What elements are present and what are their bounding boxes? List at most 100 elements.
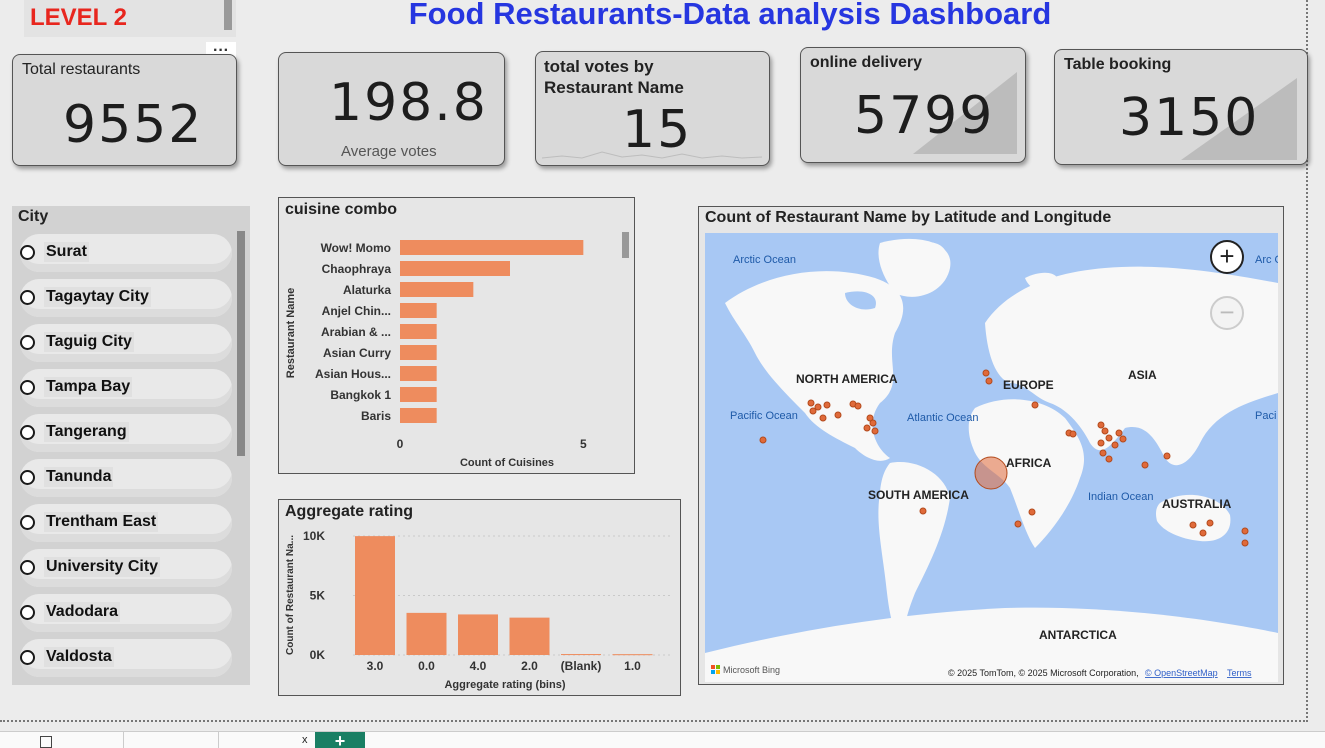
cuisine-combo-chart[interactable]: cuisine combo Wow! Momo Chaophraya Alaturk…	[278, 197, 635, 474]
x-tick-label: 0	[397, 437, 404, 451]
cuisine-bar[interactable]	[400, 261, 510, 276]
y-tick-label: 0K	[310, 648, 326, 662]
kpi-label: Table booking	[1064, 56, 1172, 73]
atlantic-ocean-label: Atlantic Ocean	[907, 412, 979, 424]
rating-bar[interactable]	[458, 614, 498, 655]
radio-icon[interactable]	[20, 469, 35, 485]
kpi-value: 15	[622, 100, 693, 160]
radio-icon[interactable]	[20, 649, 35, 665]
category-label: (Blank)	[561, 659, 602, 673]
close-icon[interactable]: x	[302, 734, 308, 746]
cuisine-bar[interactable]	[400, 408, 437, 423]
city-option[interactable]: Vadodara	[16, 592, 232, 632]
pacific-ocean-label: Pacific Ocean	[730, 410, 798, 422]
city-option[interactable]: Surat	[16, 232, 232, 272]
city-option[interactable]: Tanunda	[16, 457, 232, 497]
cuisine-bar[interactable]	[400, 345, 437, 360]
radio-icon[interactable]	[20, 289, 35, 305]
city-option[interactable]: Tagaytay City	[16, 277, 232, 317]
kpi-label: total votes by Restaurant Name	[544, 57, 684, 97]
terms-link[interactable]: Terms	[1227, 668, 1252, 678]
asia-label: ASIA	[1128, 368, 1157, 382]
city-option-label: Tampa Bay	[44, 377, 133, 397]
map-title: Count of Restaurant Name by Latitude and…	[705, 209, 1112, 226]
europe-label: EUROPE	[1003, 378, 1054, 392]
decorative-triangle	[1181, 78, 1297, 160]
kpi-table-booking[interactable]: Table booking 3150	[1054, 49, 1308, 165]
radio-icon[interactable]	[20, 604, 35, 620]
category-label: Arabian & ...	[321, 325, 391, 339]
kpi-total-votes[interactable]: total votes by Restaurant Name 15	[535, 51, 770, 166]
kpi-value: 3150	[1119, 88, 1260, 148]
map-visual[interactable]: Count of Restaurant Name by Latitude and…	[698, 206, 1284, 685]
y-axis-label: Restaurant Name	[285, 288, 297, 378]
africa-label: AFRICA	[1006, 456, 1052, 470]
category-label: Asian Hous...	[315, 367, 391, 381]
kpi-average-votes[interactable]: 198.8 Average votes	[278, 52, 505, 166]
city-option-label: Tangerang	[44, 422, 129, 442]
decorative-triangle	[913, 72, 1017, 154]
x-tick-label: 5	[580, 437, 587, 451]
chart-title: cuisine combo	[285, 201, 398, 218]
city-option-label: Tagaytay City	[44, 287, 151, 307]
page-tabs-bar: x +	[0, 731, 1325, 748]
zoom-in-button[interactable]: +	[1210, 240, 1244, 274]
radio-icon[interactable]	[20, 244, 35, 260]
city-option[interactable]: Tangerang	[16, 412, 232, 452]
radio-icon[interactable]	[20, 424, 35, 440]
radio-icon[interactable]	[20, 379, 35, 395]
rating-chart-plot: 0K 5K 10K 3.0 0.0 4.0 2.0 (Blank) 1.0 Aggregate r…	[285, 529, 671, 691]
city-option[interactable]: Trentham East	[16, 502, 232, 542]
kpi-label: online delivery	[810, 54, 923, 71]
aggregate-rating-chart[interactable]: Aggregate rating 0K 5K 10K 3.0 0.0 4.0 2.0 (Bla…	[278, 499, 681, 696]
rating-bar[interactable]	[612, 654, 653, 656]
page-icon[interactable]	[40, 736, 52, 748]
city-option[interactable]: Tampa Bay	[16, 367, 232, 407]
radio-icon[interactable]	[20, 559, 35, 575]
rating-bar[interactable]	[355, 536, 395, 655]
kpi-label: Total restaurants	[22, 61, 141, 78]
rating-bar[interactable]	[509, 617, 550, 655]
city-option-label: Surat	[44, 242, 89, 262]
chart-scrollbar[interactable]	[622, 232, 629, 258]
zoom-out-button[interactable]: −	[1210, 296, 1244, 330]
cuisine-bar[interactable]	[400, 282, 474, 297]
indian-ocean-label: Indian Ocean	[1088, 491, 1153, 503]
city-slicer-scrollbar[interactable]	[237, 231, 245, 456]
category-label: 3.0	[367, 659, 384, 673]
city-option[interactable]: Valdosta	[16, 637, 232, 677]
category-label: 4.0	[470, 659, 487, 673]
kpi-online-delivery[interactable]: online delivery 5799	[800, 47, 1026, 163]
sparkline	[542, 151, 762, 159]
cuisine-bar[interactable]	[400, 324, 437, 339]
cuisine-bar[interactable]	[400, 240, 584, 255]
x-axis-label: Aggregate rating (bins)	[444, 679, 565, 691]
city-option-label: Tanunda	[44, 467, 114, 487]
pacific-ocean-right-label: Paci Oce	[1255, 410, 1278, 422]
category-label: Baris	[361, 409, 391, 423]
radio-icon[interactable]	[20, 334, 35, 350]
category-label: 2.0	[521, 659, 538, 673]
level-scrollbar[interactable]	[224, 0, 232, 30]
cuisine-bar[interactable]	[400, 387, 437, 402]
dashboard-title: Food Restaurants-Data analysis Dashboard	[408, 0, 1052, 31]
city-option[interactable]: Taguig City	[16, 322, 232, 362]
category-label: Chaophraya	[322, 262, 392, 276]
category-label: Alaturka	[343, 283, 391, 297]
rating-bar[interactable]	[561, 654, 601, 656]
x-axis-label: Count of Cuisines	[460, 457, 554, 469]
cuisine-bar[interactable]	[400, 366, 437, 381]
y-tick-label: 5K	[310, 589, 326, 603]
osm-link[interactable]: © OpenStreetMap	[1145, 668, 1218, 678]
kpi-value: 198.8	[329, 73, 488, 133]
level-label: LEVEL 2	[24, 0, 236, 37]
kpi-total-restaurants[interactable]: Total restaurants 9552	[12, 54, 237, 166]
world-map[interactable]: Arctic Ocean Arc Oce Pacific Ocean Paci …	[705, 233, 1278, 682]
category-label: Anjel Chin...	[322, 304, 391, 318]
cuisine-bar[interactable]	[400, 303, 437, 318]
add-page-button[interactable]: +	[315, 732, 365, 748]
rating-bar[interactable]	[406, 612, 447, 655]
city-option[interactable]: University City	[16, 547, 232, 587]
radio-icon[interactable]	[20, 514, 35, 530]
map-copyright: © 2025 TomTom, © 2025 Microsoft Corporat…	[948, 668, 1139, 678]
